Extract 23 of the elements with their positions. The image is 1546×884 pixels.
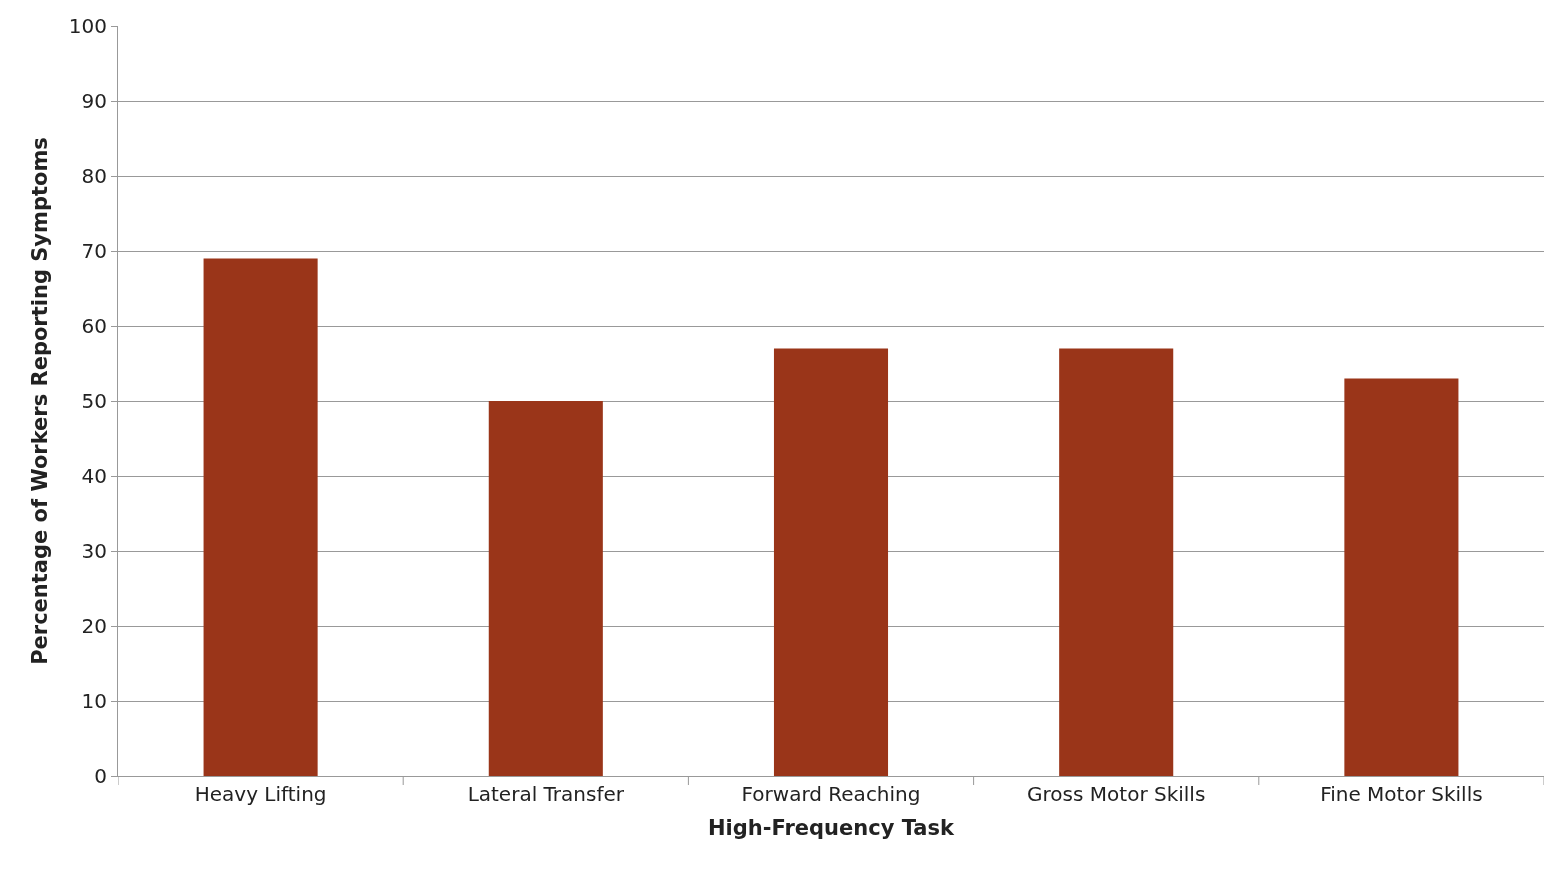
y-tick-label: 20 (81, 614, 107, 638)
y-tick-label: 10 (81, 689, 107, 713)
y-tick-label: 80 (81, 164, 107, 188)
y-tick-label: 0 (94, 764, 107, 788)
y-axis-title: Percentage of Workers Reporting Symptoms (27, 137, 52, 665)
x-tick-label: Gross Motor Skills (1027, 782, 1206, 806)
y-tick-label: 70 (81, 239, 107, 263)
y-tick-label: 60 (81, 314, 107, 338)
bar (773, 348, 889, 776)
y-tick-label: 40 (81, 464, 107, 488)
bar (488, 401, 603, 776)
x-tick-label: Lateral Transfer (467, 782, 625, 806)
y-tick-label: 90 (81, 89, 107, 113)
bar (1059, 348, 1174, 776)
x-tick-label: Forward Reaching (741, 782, 921, 806)
x-tick-label: Fine Motor Skills (1320, 782, 1483, 806)
x-tick-label: Heavy Lifting (194, 782, 327, 806)
x-axis-title: High-Frequency Task (708, 816, 956, 841)
bar (203, 258, 318, 776)
y-tick-label: 100 (68, 14, 107, 38)
bar (1344, 378, 1459, 776)
y-tick-label: 30 (81, 539, 107, 563)
y-tick-label: 50 (81, 389, 107, 413)
